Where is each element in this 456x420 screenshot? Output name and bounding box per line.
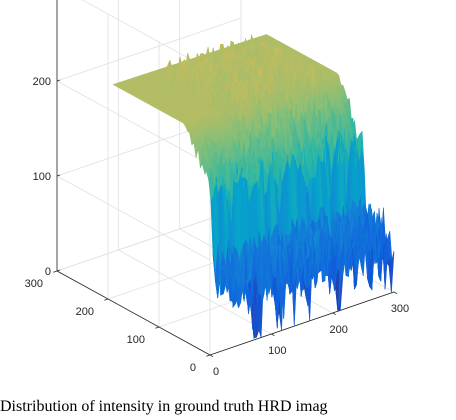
grid-line <box>56 17 242 82</box>
x-tick-label: 200 <box>329 324 347 336</box>
z-tick-mark <box>56 174 61 177</box>
z-tick-label: 0 <box>45 266 51 278</box>
grid-line <box>118 249 272 335</box>
grid-line <box>56 175 211 261</box>
grid-line <box>56 80 211 166</box>
z-tick-label: 200 <box>33 76 51 88</box>
x-tick-mark <box>332 312 336 316</box>
figure-caption: Distribution of intensity in ground trut… <box>0 398 328 415</box>
y-tick-mark <box>104 298 109 301</box>
z-tick-label: 100 <box>33 171 51 183</box>
x-tick-label: 100 <box>268 345 286 357</box>
y-tick-mark <box>53 270 58 273</box>
grid-line <box>81 0 211 71</box>
y-tick-mark <box>206 354 211 357</box>
x-tick-label: 300 <box>391 303 409 315</box>
y-tick-label: 200 <box>76 306 94 318</box>
y-axis-line <box>56 270 211 356</box>
x-axis-line <box>209 291 395 356</box>
x-tick-label: 0 <box>213 366 219 378</box>
grid-line <box>56 207 242 272</box>
z-tick-mark <box>56 269 61 272</box>
surface-plot: 010020030001002003000100200300 <box>25 0 409 378</box>
y-tick-label: 100 <box>127 334 145 346</box>
x-tick-mark <box>271 333 275 337</box>
y-tick-label: 0 <box>190 362 196 374</box>
surface-mesh <box>112 34 395 339</box>
x-tick-mark <box>393 291 398 295</box>
y-tick-mark <box>155 326 160 329</box>
x-tick-mark <box>209 354 214 358</box>
y-tick-label: 300 <box>25 278 43 290</box>
z-tick-mark <box>56 79 61 82</box>
